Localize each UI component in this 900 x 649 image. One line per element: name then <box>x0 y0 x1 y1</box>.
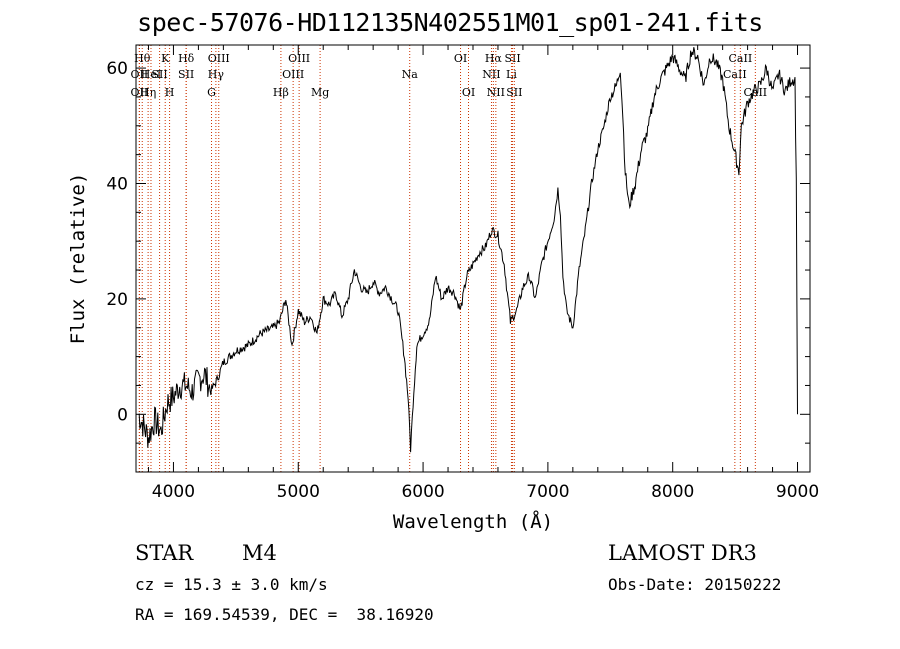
line-label-25: SII <box>506 86 522 99</box>
y-tick-label: 60 <box>106 59 128 79</box>
spectrum-line <box>138 47 798 453</box>
x-tick-label: 8000 <box>651 482 694 502</box>
line-label-20: NII <box>482 68 500 81</box>
line-label-1: OII <box>131 68 149 81</box>
y-tick-label: 40 <box>106 174 128 194</box>
line-label-17: Na <box>402 68 419 81</box>
x-tick-label: 5000 <box>277 482 320 502</box>
survey-label: LAMOST DR3 <box>608 541 757 565</box>
line-label-16: Mg <box>311 86 329 99</box>
chart-title: spec-57076-HD112135N402551M01_sp01-241.f… <box>137 8 763 37</box>
line-label-9: SII <box>178 68 194 81</box>
line-label-6: K <box>161 52 170 65</box>
object-subclass: M4 <box>242 541 277 565</box>
line-label-11: Hγ <box>208 68 225 81</box>
x-tick-label: 6000 <box>401 482 444 502</box>
line-label-12: OIII <box>208 52 230 65</box>
redshift-readout: cz = 15.3 ± 3.0 km/s <box>135 575 328 594</box>
line-label-26: CaII <box>723 68 747 81</box>
line-label-8: Hδ <box>178 52 195 65</box>
observation-date: Obs-Date: 20150222 <box>608 575 782 594</box>
line-label-5: SII <box>151 68 167 81</box>
line-label-27: CaII <box>729 52 753 65</box>
line-label-15: OIII <box>288 52 310 65</box>
x-tick-label: 7000 <box>526 482 569 502</box>
plot-frame <box>135 44 811 473</box>
y-tick-label: 20 <box>106 290 128 310</box>
line-label-14: OIII <box>282 68 304 81</box>
x-tick-label: 4000 <box>152 482 195 502</box>
line-label-22: NII <box>487 86 505 99</box>
line-label-18: OI <box>454 52 467 65</box>
line-label-4: HeI <box>141 68 161 81</box>
line-label-3: Hη <box>140 86 156 99</box>
coordinates-readout: RA = 169.54539, DEC = 38.16920 <box>135 605 434 624</box>
line-label-23: Li <box>506 68 517 81</box>
line-label-19: OI <box>462 86 475 99</box>
line-label-24: SII <box>504 52 520 65</box>
line-label-0: Hθ <box>134 52 151 65</box>
object-class: STAR <box>135 541 194 565</box>
line-label-28: CaII <box>743 86 767 99</box>
line-label-10: G <box>207 86 216 99</box>
y-axis-label: Flux (relative) <box>67 173 89 345</box>
x-tick-label: 9000 <box>776 482 819 502</box>
line-label-2: OII <box>131 86 149 99</box>
x-axis-label: Wavelength (Å) <box>393 510 553 533</box>
line-label-7: H <box>165 86 175 99</box>
line-label-21: Hα <box>485 52 503 65</box>
y-tick-label: 0 <box>117 405 128 425</box>
line-label-13: Hβ <box>273 86 289 99</box>
